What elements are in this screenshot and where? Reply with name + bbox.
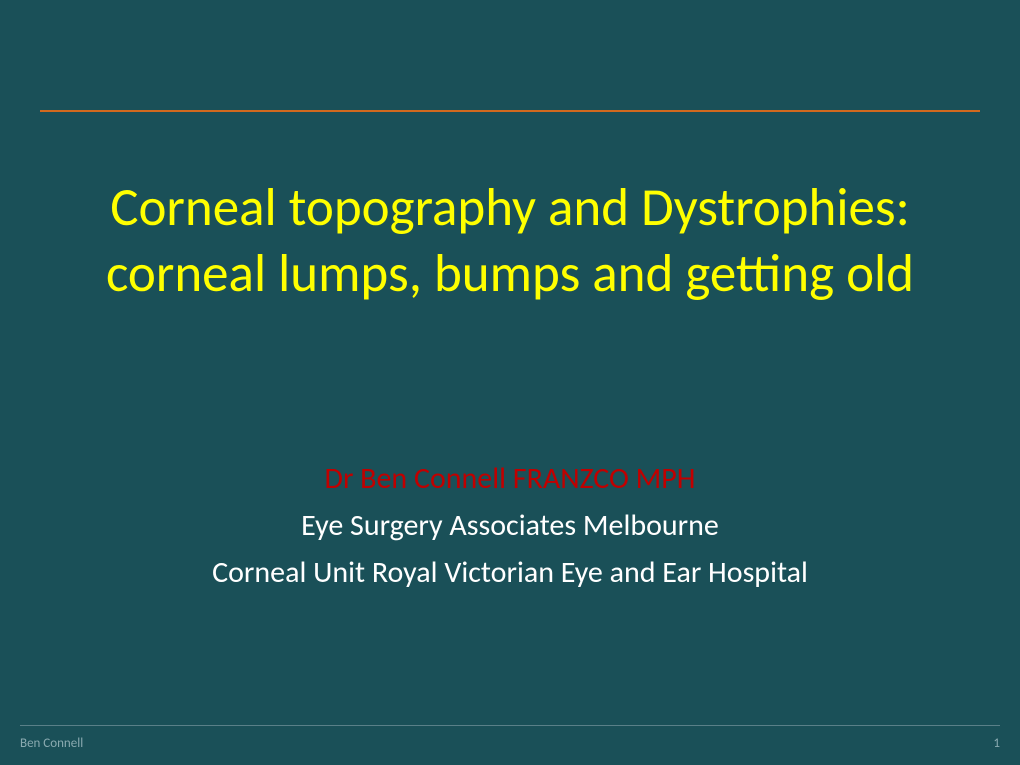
divider-line [40, 110, 980, 112]
footer-page-number: 1 [993, 736, 1000, 751]
author-name: Dr Ben Connell FRANZCO MPH [0, 460, 1020, 497]
affiliation-primary: Eye Surgery Associates Melbourne [0, 507, 1020, 544]
slide-container: Corneal topography and Dystrophies: corn… [0, 0, 1020, 765]
affiliation-secondary: Corneal Unit Royal Victorian Eye and Ear… [0, 554, 1020, 591]
footer-line [20, 725, 1000, 726]
slide-footer: Ben Connell 1 [0, 725, 1020, 765]
footer-author: Ben Connell [20, 736, 83, 751]
author-block: Dr Ben Connell FRANZCO MPH Eye Surgery A… [0, 460, 1020, 591]
slide-title: Corneal topography and Dystrophies: corn… [0, 175, 1020, 308]
